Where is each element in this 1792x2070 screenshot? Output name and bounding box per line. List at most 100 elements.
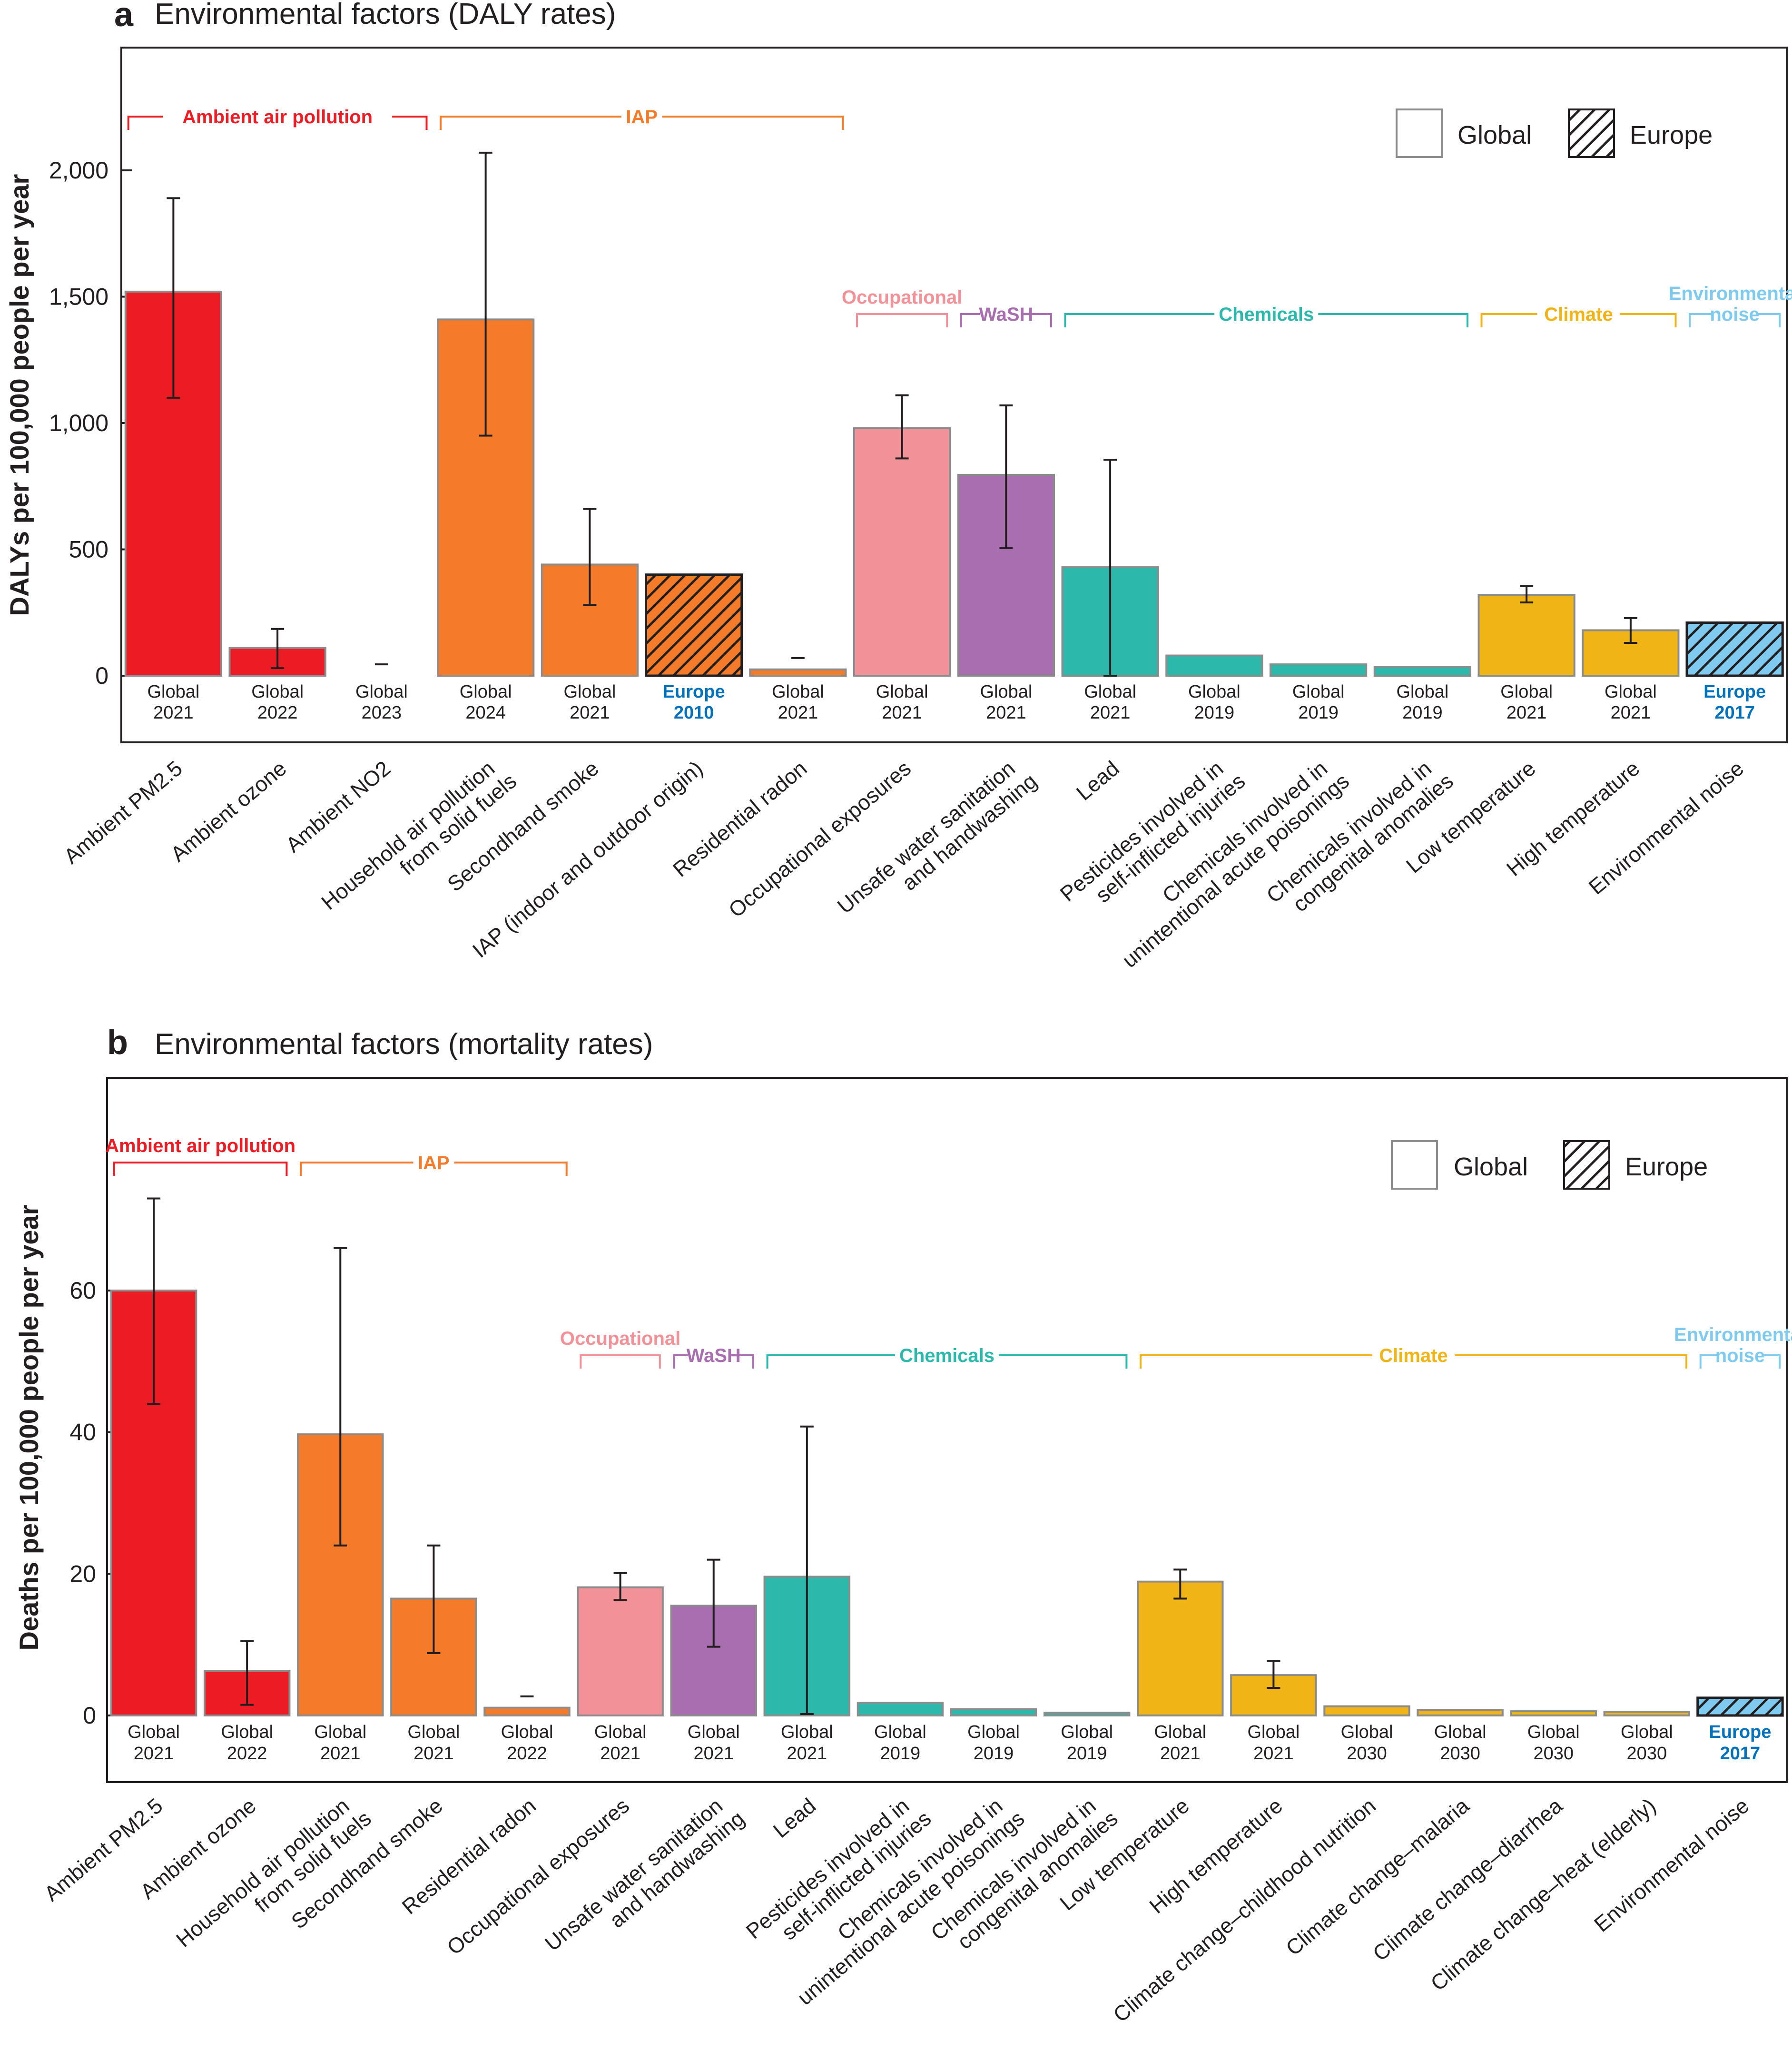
group-bracket-gap xyxy=(1372,1349,1455,1362)
bar-scope-label: Global xyxy=(781,1722,833,1742)
bar-year-label: 2019 xyxy=(1067,1744,1107,1764)
group-bracket-gap xyxy=(163,110,393,123)
bar-year-label: 2021 xyxy=(882,703,922,723)
x-label-line: Household air pollution xyxy=(317,756,499,915)
bar-year-label: 2021 xyxy=(986,703,1026,723)
error-bar-ambient-pm2-5 xyxy=(147,1197,161,1405)
x-label-line: Environmental noise xyxy=(1589,1794,1753,1937)
group-bracket-label: Chemicals xyxy=(1219,304,1314,325)
bar-year-label: 2021 xyxy=(778,703,818,723)
group-bracket-climate: Climate xyxy=(1140,1345,1688,1369)
x-label-line: Lead xyxy=(1072,756,1123,805)
bar-year-label: 2010 xyxy=(674,703,714,723)
x-label-environmental-noise: Environmental noise xyxy=(1589,1794,1753,1937)
x-label-unsafe-water-sanitation-and-handwashing: Unsafe water sanitationand handwashing xyxy=(540,1788,749,1974)
panel-a-letter: a xyxy=(114,0,134,34)
group-bracket-gap xyxy=(895,1349,999,1362)
y-tick-label: 0 xyxy=(83,1702,96,1729)
y-tick-label: 20 xyxy=(69,1560,96,1587)
bar-scope-label: Global xyxy=(1292,682,1345,702)
group-bracket-label: Climate xyxy=(1379,1345,1448,1366)
error-bar-lead xyxy=(1103,458,1117,677)
legend-europe-label: Europe xyxy=(1625,1153,1708,1181)
x-label-line: Lead xyxy=(768,1794,820,1843)
group-bracket-gap xyxy=(688,1349,739,1362)
x-label-lead: Lead xyxy=(768,1794,820,1843)
group-bracket-gap xyxy=(1214,307,1319,321)
bar-low-temperature xyxy=(1137,1580,1224,1717)
bar-scope-label: Global xyxy=(876,682,928,702)
bar-scope-label: Europe xyxy=(1703,682,1766,702)
x-label-climate-change-malaria: Climate change–malaria xyxy=(1281,1793,1474,1961)
bar-scope-label: Global xyxy=(594,1722,647,1742)
legend-global-label: Global xyxy=(1457,121,1532,149)
bar-environmental-noise xyxy=(1696,1696,1784,1717)
panel-a-bar-annotations: Global2021Global2022Global2023Global2024… xyxy=(147,682,1766,723)
panel-b: b Environmental factors (mortality rates… xyxy=(14,1024,1792,2027)
group-bracket-label: Climate xyxy=(1544,304,1613,325)
panel-a-legend: Global Europe xyxy=(1396,108,1713,158)
bar-environmental-noise xyxy=(1685,621,1784,677)
group-bracket-gap xyxy=(1718,1349,1762,1362)
error-bar-ambient-pm2-5 xyxy=(167,197,180,399)
group-bracket-gap xyxy=(621,110,662,123)
bar-scope-label: Global xyxy=(563,682,616,702)
group-bracket-gap xyxy=(1713,307,1756,321)
x-label-occupational-exposures: Occupational exposures xyxy=(724,756,916,922)
bar-scope-label: Europe xyxy=(1709,1722,1771,1742)
bar-scope-label: Global xyxy=(1434,1722,1487,1742)
bar-scope-label: Global xyxy=(1605,682,1657,702)
error-bar-occupational-exposures xyxy=(613,1572,627,1601)
x-label-climate-change-diarrhea: Climate change–diarrhea xyxy=(1368,1793,1567,1966)
group-bracket-label: Environmental xyxy=(1674,1324,1792,1345)
panel-b-bar-annotations: Global2021Global2022Global2021Global2021… xyxy=(128,1722,1771,1764)
bar-year-label: 2023 xyxy=(362,703,402,723)
bar-scope-label: Global xyxy=(1061,1722,1113,1742)
bar-scope-label: Global xyxy=(460,682,512,702)
group-bracket-wash: WaSH xyxy=(960,304,1052,327)
bar-year-label: 2019 xyxy=(1402,703,1443,723)
bar-year-label: 2021 xyxy=(570,703,610,723)
bar-occupational-exposures xyxy=(577,1586,664,1716)
legend-global-label: Global xyxy=(1454,1153,1528,1181)
group-bracket-wash: WaSH xyxy=(673,1345,754,1369)
error-bar-household-air-pollution-from-solid-fuels xyxy=(334,1247,347,1547)
bar-chemicals-involved-in-unintentional-acute-poisonings xyxy=(1270,663,1368,677)
group-bracket-label: Occupational xyxy=(560,1328,680,1349)
bar-year-label: 2017 xyxy=(1714,703,1755,723)
bar-scope-label: Global xyxy=(501,1722,553,1742)
group-bracket-label: noise xyxy=(1715,1345,1765,1366)
group-bracket-climate: Climate xyxy=(1480,304,1677,327)
bar-scope-label: Global xyxy=(128,1722,180,1742)
error-bar-secondhand-smoke xyxy=(583,508,597,606)
panel-b-title: Environmental factors (mortality rates) xyxy=(155,1028,653,1061)
bar-climate-change-diarrhea xyxy=(1510,1710,1597,1717)
bar-scope-label: Global xyxy=(980,682,1032,702)
bar-year-label: 2021 xyxy=(320,1744,361,1764)
error-bar-low-temperature xyxy=(1520,585,1534,604)
x-label-line: Climate change–diarrhea xyxy=(1368,1793,1567,1966)
bar-year-label: 2019 xyxy=(1298,703,1339,723)
group-bracket-gap xyxy=(1537,307,1620,321)
x-label-line: Household air pollution xyxy=(171,1794,354,1952)
x-label-line: Unsafe water sanitation xyxy=(540,1794,727,1956)
group-bracket-iap: IAP xyxy=(440,107,844,130)
x-label-line: Occupational exposures xyxy=(724,756,916,922)
bar-year-label: 2021 xyxy=(693,1744,734,1764)
error-bar-unsafe-water-sanitation-and-handwashing xyxy=(707,1558,720,1648)
group-bracket-line xyxy=(856,313,948,327)
x-label-occupational-exposures: Occupational exposures xyxy=(442,1794,634,1960)
group-bracket-label: noise xyxy=(1710,304,1759,325)
group-bracket-label: WaSH xyxy=(687,1345,741,1366)
panel-a-plot-frame xyxy=(120,47,1788,743)
error-bar-ambient-ozone xyxy=(240,1640,254,1706)
group-bracket-ambient-air-pollution: Ambient air pollution xyxy=(127,107,428,130)
y-tick-label: 60 xyxy=(69,1277,96,1304)
bar-scope-label: Global xyxy=(1396,682,1448,702)
bar-year-label: 2019 xyxy=(974,1744,1014,1764)
group-bracket-gap xyxy=(980,307,1032,321)
x-label-line: Occupational exposures xyxy=(442,1794,634,1960)
